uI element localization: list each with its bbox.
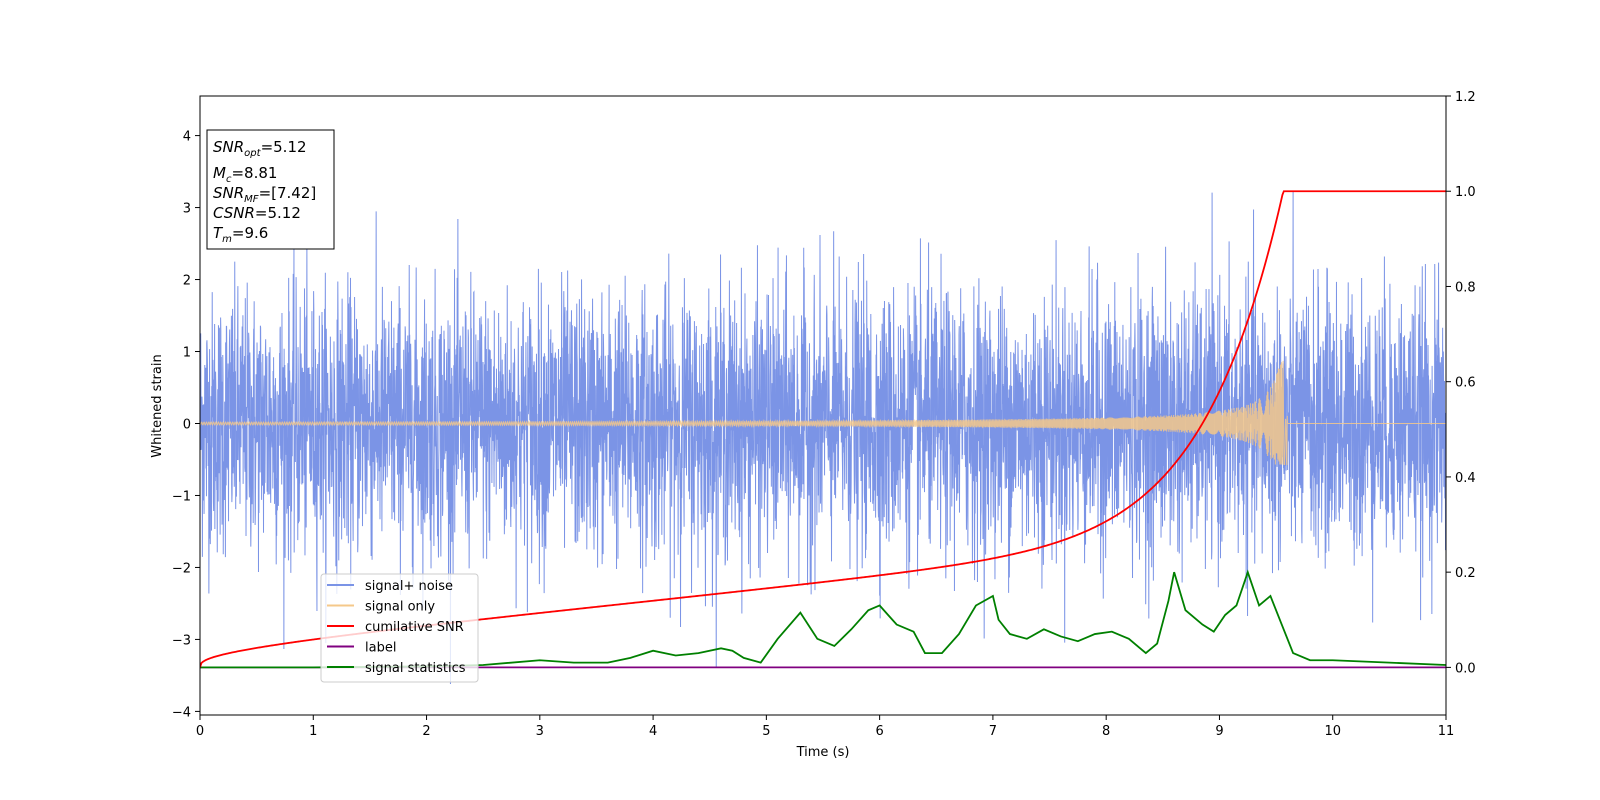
y-right-tick-label: 0.4 [1455,471,1476,486]
x-tick-label: 10 [1324,724,1341,739]
info-box: SNRopt=5.12 Mc=8.81 SNRMF=[7.42] CSNR=5.… [206,129,335,250]
x-tick-label: 11 [1438,724,1455,739]
series-signal-statistics-line [200,569,1446,669]
y-left-tick-label: 2 [183,274,191,289]
x-tick-label: 0 [196,724,204,739]
x-axis-label: Time (s) [796,745,850,760]
info-tm: Tm=9.6 [213,224,268,245]
y-right-tick-label: 1.2 [1455,90,1476,105]
y-axis-left: 4 3 2 1 0 −1 −2 −3 −4 [172,130,200,720]
x-axis: 0 1 2 3 4 5 6 7 8 9 10 11 [196,715,1454,739]
y-axis-label-left: Whitened strain [150,354,165,457]
y-right-tick-label: 1.0 [1455,185,1476,200]
y-left-tick-label: −2 [172,561,191,576]
x-tick-label: 4 [649,724,657,739]
y-right-tick-label: 0.6 [1455,376,1476,391]
x-tick-label: 6 [875,724,883,739]
legend-entry-label: label [365,641,396,656]
legend-entry-label: signal statistics [365,661,466,676]
y-left-tick-label: −4 [172,705,191,720]
y-left-tick-label: 0 [183,417,191,432]
y-left-tick-label: −1 [172,489,191,504]
series-signal-only-line [200,360,1446,466]
x-tick-label: 3 [536,724,544,739]
x-tick-label: 8 [1102,724,1110,739]
y-left-tick-label: 1 [183,346,191,361]
info-csnr: CSNR=5.12 [213,204,301,222]
y-left-tick-label: −3 [172,633,191,648]
y-left-tick-label: 4 [183,130,191,145]
x-tick-label: 5 [762,724,770,739]
info-mc: Mc=8.81 [213,164,277,185]
x-tick-label: 7 [989,724,997,739]
x-tick-label: 1 [309,724,317,739]
x-tick-label: 2 [422,724,430,739]
x-tick-label: 9 [1215,724,1223,739]
info-snr-opt: SNRopt=5.12 [213,138,307,159]
legend-entry-label: signal only [365,600,435,615]
y-left-tick-label: 3 [183,202,191,217]
axes-frame [199,95,1447,716]
y-right-tick-label: 0.2 [1455,566,1476,581]
legend-entry-label: signal+ noise [365,579,453,594]
y-right-tick-label: 0.8 [1455,280,1476,295]
legend: signal+ noise signal only cumilative SNR la… [320,573,479,683]
y-axis-right: 1.2 1.0 0.8 0.6 0.4 0.2 0.0 [1446,90,1476,676]
info-snr-mf: SNRMF=[7.42] [213,184,316,205]
legend-entry-label: cumilative SNR [365,620,464,635]
y-right-tick-label: 0.0 [1455,661,1476,676]
series-signal-noise-line [200,191,1446,685]
